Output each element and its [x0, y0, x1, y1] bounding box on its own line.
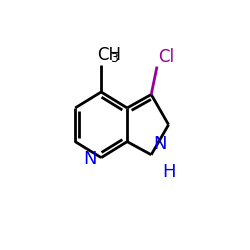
Text: N: N [153, 135, 167, 153]
Text: H: H [162, 164, 175, 182]
Text: 3: 3 [110, 52, 118, 65]
Text: CH: CH [97, 46, 121, 64]
Text: N: N [83, 150, 96, 168]
Text: Cl: Cl [158, 48, 174, 66]
